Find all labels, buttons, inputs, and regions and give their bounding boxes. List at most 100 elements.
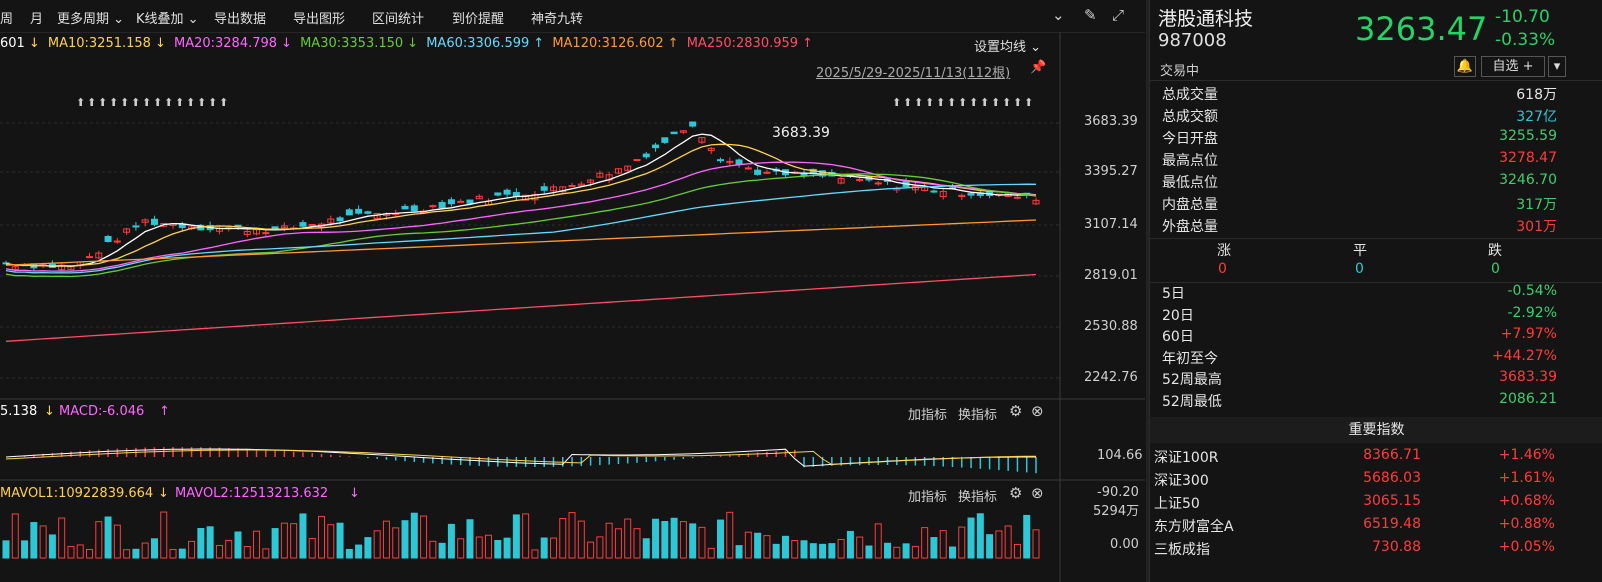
index-pct: +1.61% <box>1498 470 1555 486</box>
export-data-button[interactable]: 导出数据 <box>214 12 267 27</box>
volume-bar <box>865 545 873 559</box>
volume-bar <box>707 547 715 559</box>
candle <box>568 184 576 187</box>
perf-row: 52周最高 3683.39 <box>1162 369 1557 391</box>
gear-icon[interactable]: ⚙ <box>1009 484 1023 502</box>
chevron-circle-icon[interactable]: ⌄ <box>1052 6 1065 24</box>
volume-bar <box>893 546 901 559</box>
add-indicator-button[interactable]: 加指标 <box>908 408 948 423</box>
volume-bar <box>345 548 353 559</box>
index-value: 730.88 <box>1372 539 1421 555</box>
ma10-value: MA10:3251.158 <box>47 36 151 51</box>
add-indicator-button[interactable]: 加指标 <box>908 490 948 505</box>
expand-icon[interactable]: ⤢ <box>1112 6 1125 24</box>
volume-bar <box>290 523 298 559</box>
candle <box>475 195 483 200</box>
volume-bar <box>355 544 363 559</box>
volume-bar <box>512 514 520 559</box>
volume-bar <box>215 544 223 559</box>
pin-icon[interactable]: 📌 <box>1030 60 1047 75</box>
up-arrow-icon: ↑ <box>159 404 170 419</box>
volume-bar <box>308 537 316 559</box>
chevron-down-icon[interactable]: ▾ <box>1548 56 1566 77</box>
candle <box>150 218 158 225</box>
signal-arrow-icon: ⬆ <box>947 96 956 109</box>
volume-bar <box>661 520 669 559</box>
volume-bar <box>522 513 530 559</box>
signal-arrow-icon: ⬆ <box>1013 96 1022 109</box>
perf-row: 年初至今 +44.27% <box>1162 348 1557 370</box>
close-icon[interactable]: ⊗ <box>1031 402 1044 420</box>
brush-icon[interactable]: ✎ <box>1084 6 1097 24</box>
candle <box>670 131 678 135</box>
volume-bar <box>958 526 966 559</box>
macd-axis-bottom: -90.20 <box>1097 485 1139 500</box>
candle <box>503 189 511 195</box>
candle <box>633 159 641 162</box>
range-stats-button[interactable]: 区间统计 <box>372 12 425 27</box>
magic-nine-button[interactable]: 神奇九转 <box>531 12 584 27</box>
signal-arrow-icon: ⬆ <box>1024 96 1033 109</box>
candle <box>364 211 372 214</box>
candle <box>262 232 270 235</box>
scrollbar[interactable] <box>1146 0 1150 582</box>
candle <box>86 256 94 259</box>
signal-arrow-icon: ⬆ <box>991 96 1000 109</box>
volume-bar <box>559 518 567 559</box>
volume-bar <box>21 540 29 559</box>
ma60-value: MA60:3306.599 <box>426 36 530 51</box>
macd-dea-line <box>5 449 1037 466</box>
volume-bar <box>95 521 103 559</box>
volume-bar <box>317 515 325 559</box>
candle <box>429 205 437 208</box>
index-pct: +1.46% <box>1498 447 1555 463</box>
ma-settings-dropdown[interactable]: 设置均线 ⌄ <box>974 40 1042 55</box>
volume-bar <box>327 524 335 559</box>
add-watchlist-button[interactable]: 自选 + <box>1481 56 1545 77</box>
volume-bar <box>828 543 836 559</box>
export-chart-button[interactable]: 导出图形 <box>293 12 346 27</box>
period-month-button[interactable]: 月 <box>30 12 44 27</box>
kline-overlay-dropdown[interactable]: K线叠加 ⌄ <box>136 12 199 27</box>
vol-axis-bottom: 0.00 <box>1110 537 1139 552</box>
candle <box>930 190 938 193</box>
switch-indicator-button[interactable]: 换指标 <box>958 490 998 505</box>
candle <box>178 224 186 228</box>
perf-value: 2086.21 <box>1499 390 1557 407</box>
close-icon[interactable]: ⊗ <box>1031 484 1044 502</box>
flat-count: 0 <box>1355 261 1364 277</box>
candle <box>967 192 975 196</box>
macd-axis-top: 104.66 <box>1097 448 1143 463</box>
index-row[interactable]: 三板成指 730.88 +0.05% <box>1150 539 1602 562</box>
signal-arrow-icon: ⬆ <box>131 96 140 109</box>
index-row[interactable]: 深证300 5686.03 +1.61% <box>1150 470 1602 493</box>
more-periods-dropdown[interactable]: 更多周期 ⌄ <box>57 12 125 27</box>
period-week-button[interactable]: 周 <box>0 12 14 27</box>
index-row[interactable]: 深证100R 8366.71 +1.46% <box>1150 447 1602 470</box>
index-row[interactable]: 东方财富全A 6519.48 +0.88% <box>1150 516 1602 539</box>
volume-bar <box>726 511 734 559</box>
stat-label: 今日开盘 <box>1162 131 1218 147</box>
volume-bar <box>874 523 882 559</box>
candle <box>253 229 261 235</box>
candle <box>689 121 697 127</box>
signal-arrow-icon: ⬆ <box>892 96 901 109</box>
volume-bar <box>995 530 1003 559</box>
volume-bar <box>494 540 502 559</box>
kline-chart[interactable]: ⬆ ⬆ ⬆ ⬆ ⬆ ⬆ ⬆ ⬆ ⬆ ⬆ ⬆ ⬆ ⬆ ⬆ ⬆ ⬆ ⬆ ⬆ ⬆ ⬆ ⬆ ⬆ ⬆ ⬆ ⬆ ⬆ ⬆ <box>0 32 1145 582</box>
gear-icon[interactable]: ⚙ <box>1009 402 1023 420</box>
down-arrow-icon: ↓ <box>349 486 360 501</box>
price-alert-button[interactable]: 到价提醒 <box>452 12 505 27</box>
volume-bar <box>763 535 771 559</box>
stat-value: 3278.47 <box>1499 150 1557 166</box>
candle <box>11 266 19 270</box>
switch-indicator-button[interactable]: 换指标 <box>958 408 998 423</box>
candle <box>679 130 687 133</box>
index-pct: +0.68% <box>1498 493 1555 509</box>
index-row[interactable]: 上证50 3065.15 +0.68% <box>1150 493 1602 516</box>
bell-icon[interactable]: 🔔 <box>1454 56 1476 77</box>
volume-bar <box>178 548 186 559</box>
price-tick: 3107.14 <box>1084 217 1138 232</box>
perf-label: 年初至今 <box>1162 350 1218 367</box>
index-pct: +0.88% <box>1498 516 1555 532</box>
